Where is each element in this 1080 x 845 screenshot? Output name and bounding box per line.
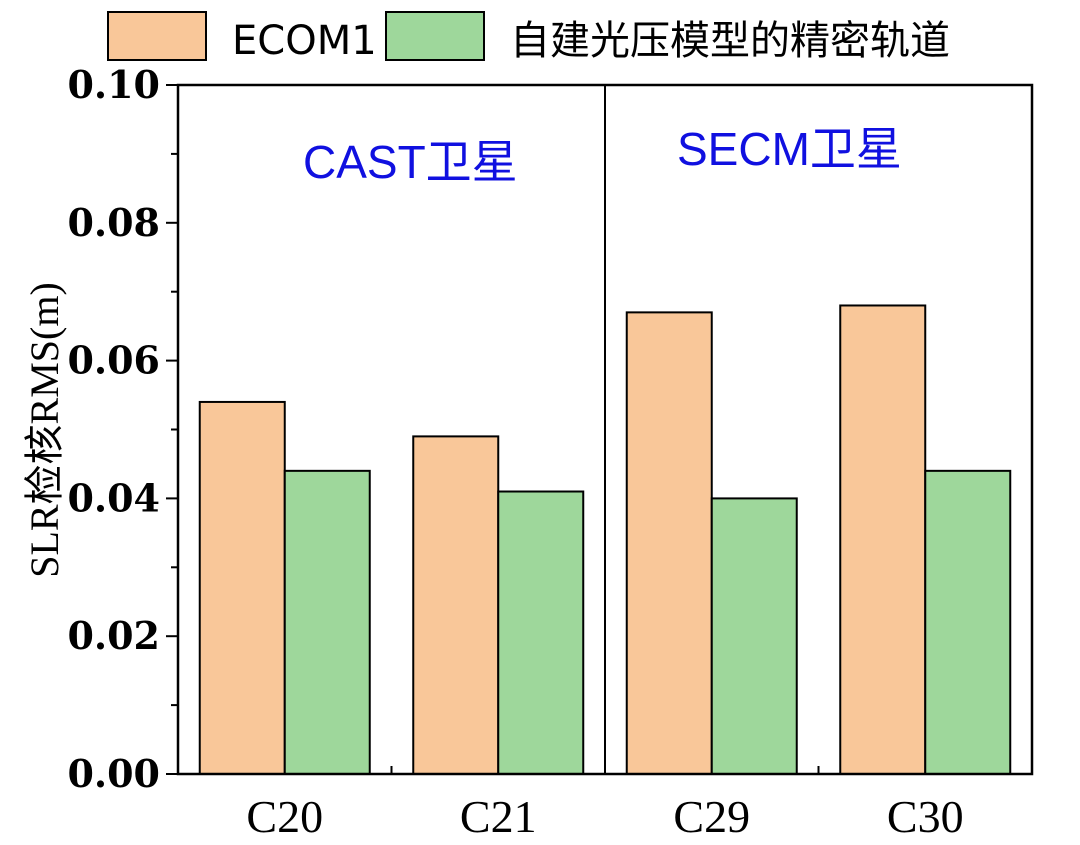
x-tick-label-c29: C29	[673, 791, 750, 842]
legend-label-custom-model: 自建光压模型的精密轨道	[510, 18, 950, 64]
bar-c30-series-0	[839, 304, 927, 775]
legend-label-ecom1: ECOM1	[232, 18, 377, 64]
legend-swatch-ecom1	[107, 11, 207, 61]
axes: C20 C21 C29 C30 0.00 0.02 0.04 0.06 0.08 0.10	[67, 62, 1034, 842]
bar-c29-series-1	[710, 497, 798, 775]
group-label-secm: SECM卫星	[677, 123, 902, 175]
y-tick-label: 0.04	[67, 475, 160, 520]
bars	[198, 304, 1012, 775]
y-tick-label: 0.08	[67, 200, 160, 245]
y-tick-label: 0.10	[67, 62, 160, 107]
x-tick-label-c21: C21	[460, 791, 537, 842]
y-tick-label: 0.00	[67, 751, 160, 796]
y-tick-label: 0.06	[67, 338, 160, 383]
bar-c20-series-1	[283, 469, 371, 775]
y-tick-label: 0.02	[67, 613, 160, 658]
x-tick-label-c30: C30	[887, 791, 964, 842]
group-label-cast: CAST卫星	[303, 136, 518, 188]
y-axis-label: SLR检核RMS(m)	[22, 282, 67, 578]
bar-c21-series-0	[412, 435, 500, 775]
bar-c30-series-1	[924, 469, 1012, 775]
bar-c20-series-0	[198, 400, 286, 775]
legend-swatch-custom-model	[385, 11, 485, 61]
bar-c21-series-1	[497, 490, 585, 775]
legend: ECOM1 自建光压模型的精密轨道	[107, 11, 950, 64]
plot-frame	[176, 83, 1034, 776]
bar-c29-series-0	[625, 311, 713, 775]
x-tick-label-c20: C20	[246, 791, 323, 842]
